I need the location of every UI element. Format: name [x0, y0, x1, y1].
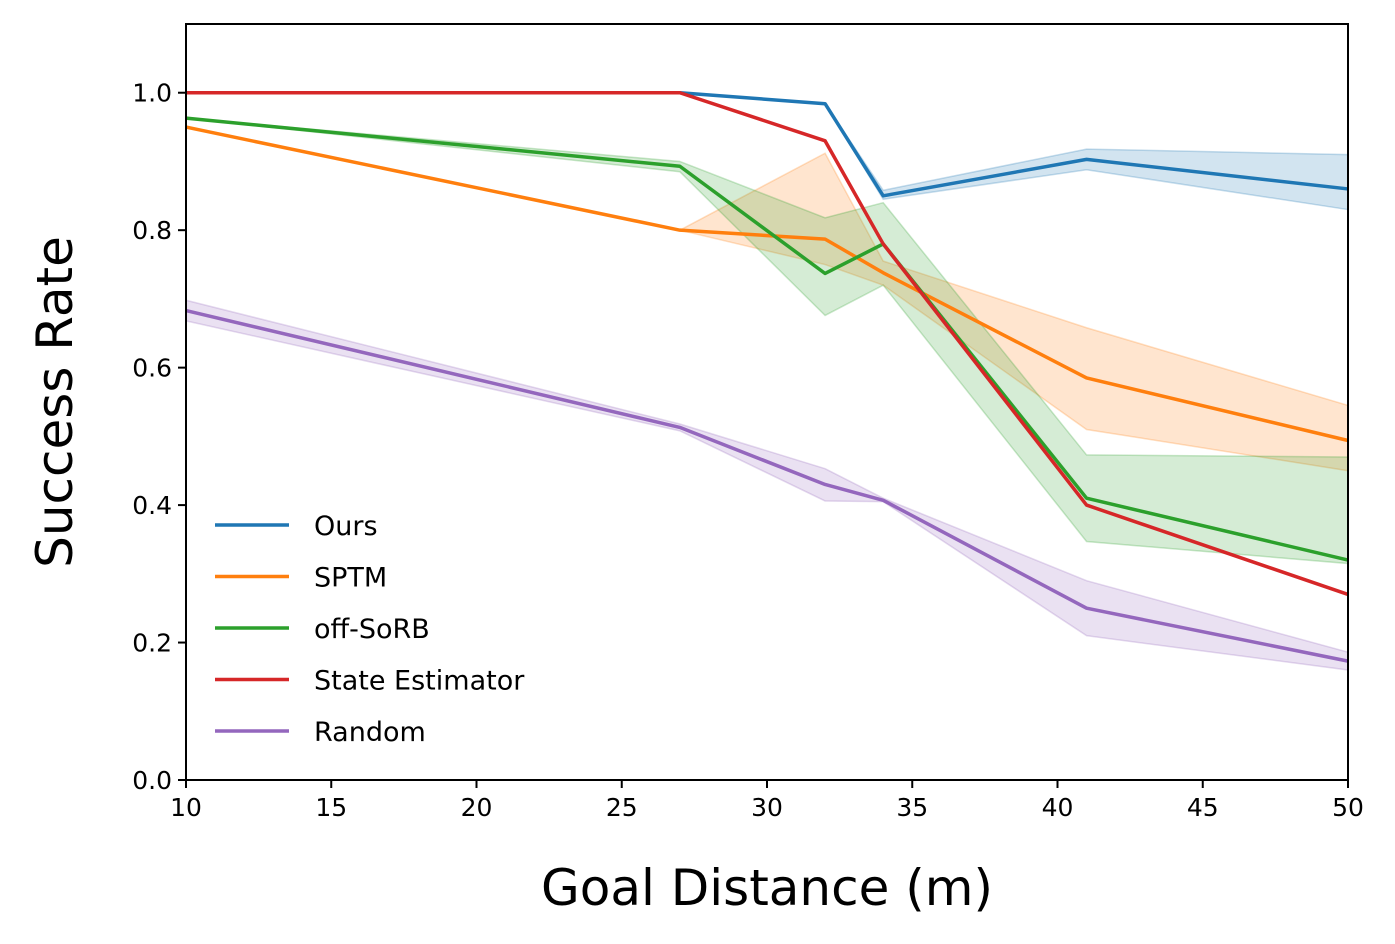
x-tick-label: 15 — [315, 793, 347, 822]
legend-label-ours: Ours — [314, 511, 378, 542]
legend-label-state-estimator: State Estimator — [314, 666, 525, 697]
y-tick-label: 0.8 — [132, 216, 172, 245]
line-state-estimator — [186, 90, 1349, 597]
y-tick-label: 1.0 — [132, 79, 172, 108]
legend-label-off-sorb: off-SoRB — [314, 614, 430, 645]
line-sptm — [185, 125, 1349, 443]
legend-label-sptm: SPTM — [314, 563, 387, 594]
y-tick-label: 0.4 — [132, 491, 172, 520]
series-lines — [185, 90, 1349, 663]
y-tick-label: 0.0 — [132, 766, 172, 795]
x-axis: 10 15 20 25 30 35 40 45 50 — [170, 780, 1364, 822]
x-tick-label: 25 — [606, 793, 638, 822]
y-axis-title: Success Rate — [26, 236, 84, 568]
legend: Ours SPTM off-SoRB State Estimator Random — [215, 511, 525, 748]
x-tick-label: 40 — [1042, 793, 1074, 822]
x-tick-label: 30 — [751, 793, 783, 822]
y-tick-label: 0.6 — [132, 354, 172, 383]
x-tick-label: 35 — [896, 793, 928, 822]
x-tick-label: 10 — [170, 793, 202, 822]
x-tick-label: 50 — [1332, 793, 1364, 822]
y-axis: 0.0 0.2 0.4 0.6 0.8 1.0 — [132, 79, 186, 795]
x-axis-title: Goal Distance (m) — [541, 859, 993, 917]
legend-label-random: Random — [314, 717, 426, 748]
line-random — [185, 308, 1349, 663]
x-tick-label: 45 — [1187, 793, 1219, 822]
x-tick-label: 20 — [461, 793, 493, 822]
y-tick-label: 0.2 — [132, 629, 172, 658]
line-off-sorb — [185, 116, 1349, 562]
